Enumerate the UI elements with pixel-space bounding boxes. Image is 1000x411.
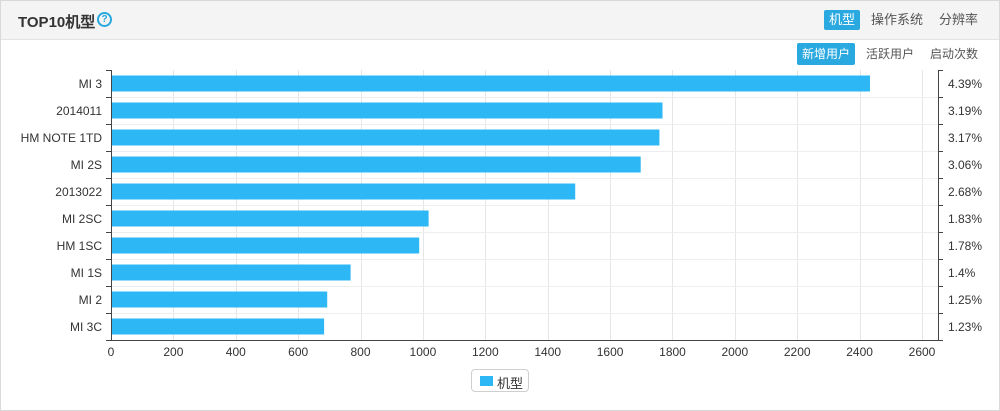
percent-label: 3.19% xyxy=(948,104,982,118)
percent-label: 3.17% xyxy=(948,131,982,145)
category-label: MI 3 xyxy=(79,77,103,91)
category-label: HM NOTE 1TD xyxy=(21,131,103,145)
bar xyxy=(112,237,420,254)
percent-label: 2.68% xyxy=(948,185,982,199)
x-tick-label: 600 xyxy=(288,345,308,359)
x-tick-label: 800 xyxy=(350,345,370,359)
legend-swatch xyxy=(480,376,493,386)
x-tick-label: 1000 xyxy=(410,345,437,359)
percent-label: 1.23% xyxy=(948,320,982,334)
x-tick-label: 2600 xyxy=(909,345,936,359)
help-icon[interactable]: ? xyxy=(97,12,112,27)
x-tick-label: 0 xyxy=(108,345,115,359)
percent-label: 1.25% xyxy=(948,293,982,307)
category-label: HM 1SC xyxy=(57,239,103,253)
bar xyxy=(112,75,870,92)
legend-item[interactable]: 机型 xyxy=(471,369,529,392)
bar xyxy=(112,291,328,308)
percent-label: 4.39% xyxy=(948,77,982,91)
category-label: MI 2SC xyxy=(62,212,102,226)
bar xyxy=(112,102,663,119)
x-tick-label: 1600 xyxy=(597,345,624,359)
bar xyxy=(112,183,576,200)
tab-os[interactable]: 操作系统 xyxy=(870,12,923,27)
tab-resolution[interactable]: 分辨率 xyxy=(938,12,978,27)
dimension-tabs: 机型 操作系统 分辨率 xyxy=(823,10,983,30)
bar xyxy=(112,156,641,173)
percent-label: 3.06% xyxy=(948,158,982,172)
category-label: 2014011 xyxy=(56,104,102,118)
percent-label: 1.83% xyxy=(948,212,982,226)
category-label: 2013022 xyxy=(55,185,102,199)
tab-launch-count[interactable]: 启动次数 xyxy=(929,47,978,61)
x-tick-label: 2200 xyxy=(784,345,811,359)
panel-title: TOP10机型 xyxy=(18,14,96,31)
bar xyxy=(112,264,351,281)
bar xyxy=(112,129,660,146)
tab-active-users[interactable]: 活跃用户 xyxy=(865,47,914,61)
x-tick-label: 400 xyxy=(226,345,246,359)
x-tick-label: 2000 xyxy=(721,345,748,359)
bar xyxy=(112,210,429,227)
bar xyxy=(112,318,325,335)
tab-new-users[interactable]: 新增用户 xyxy=(796,43,855,65)
category-label: MI 3C xyxy=(70,320,102,334)
metric-tabs: 新增用户 活跃用户 启动次数 xyxy=(796,43,983,65)
panel-header: TOP10机型 ? 机型 操作系统 分辨率 xyxy=(1,1,999,40)
x-tick-label: 1800 xyxy=(659,345,686,359)
x-tick-label: 1400 xyxy=(534,345,561,359)
x-tick-label: 1200 xyxy=(472,345,499,359)
x-tick-label: 200 xyxy=(163,345,183,359)
percent-label: 1.4% xyxy=(948,266,976,280)
legend-label: 机型 xyxy=(497,376,524,391)
category-label: MI 2S xyxy=(71,158,102,172)
category-label: MI 2 xyxy=(79,293,103,307)
percent-label: 1.78% xyxy=(948,239,982,253)
category-label: MI 1S xyxy=(71,266,102,280)
x-tick-label: 2400 xyxy=(846,345,873,359)
tab-model[interactable]: 机型 xyxy=(823,10,860,30)
